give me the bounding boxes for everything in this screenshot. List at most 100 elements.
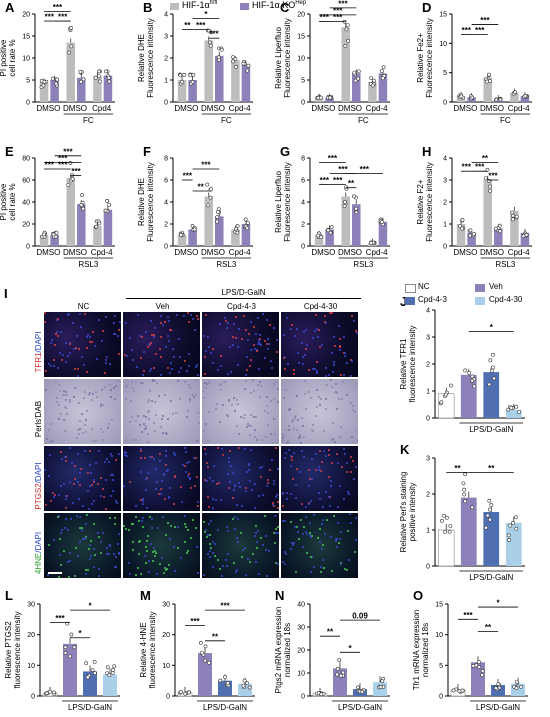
micrograph-speck	[83, 391, 86, 394]
chart-m-ylabel-1: Relative 4-HNE	[139, 622, 148, 677]
chart-l-point	[84, 661, 89, 666]
micrograph-speck	[125, 439, 128, 442]
chart-g-group-label: RSL3	[353, 260, 374, 269]
micrograph-speck	[315, 453, 317, 456]
chart-e-point	[41, 232, 46, 237]
chart-b-point	[191, 72, 196, 77]
microscopy-group-label: LPS/D-GalN	[221, 288, 266, 297]
microscopy-column-2: Cpd-4-3	[227, 302, 256, 311]
micrograph-speck	[169, 524, 172, 527]
chart-a-point	[81, 77, 86, 82]
micrograph-speck	[81, 526, 84, 529]
chart-m-point	[245, 681, 249, 686]
micrograph-speck	[287, 428, 290, 431]
micrograph-speck	[104, 386, 107, 389]
micrograph-speck	[160, 426, 163, 429]
micrograph-speck	[329, 535, 332, 538]
chart-f-point	[215, 215, 220, 219]
micrograph-speck	[68, 351, 71, 354]
micrograph-speck	[247, 332, 250, 335]
micrograph-speck	[213, 465, 216, 468]
micrograph-speck	[115, 501, 118, 504]
micrograph-speck	[129, 573, 132, 576]
micrograph-speck	[300, 341, 303, 344]
micrograph-speck	[193, 329, 196, 332]
micrograph-speck	[54, 380, 57, 383]
micrograph-speck	[143, 369, 146, 372]
micrograph-speck	[265, 534, 268, 537]
micrograph-speck	[309, 521, 312, 524]
micrograph-speck	[87, 507, 90, 510]
micrograph-speck	[99, 551, 102, 554]
micrograph-speck	[342, 381, 344, 384]
micrograph-speck	[351, 459, 354, 462]
chart-d-point	[485, 79, 489, 84]
micrograph-speck	[335, 407, 338, 410]
micrograph-speck	[159, 459, 162, 462]
micrograph-speck	[148, 417, 151, 420]
micrograph-speck	[153, 429, 156, 432]
micrograph-speck	[107, 460, 110, 463]
micrograph-speck	[64, 406, 67, 409]
micrograph-speck	[211, 552, 214, 555]
micrograph-speck	[133, 390, 136, 393]
micrograph-speck	[212, 361, 215, 364]
micrograph-speck	[319, 398, 322, 401]
chart-l-ytick-label: 0	[31, 694, 35, 701]
micrograph-speck	[180, 486, 183, 489]
panel-i-letter: I	[4, 286, 8, 301]
micrograph-speck	[138, 335, 141, 338]
micrograph-speck	[52, 365, 55, 368]
chart-e-ytick-label: 0	[26, 244, 30, 251]
micrograph-speck	[57, 384, 60, 387]
micrograph-speck	[148, 343, 151, 346]
chart-g-category-label: DMSO	[338, 248, 362, 257]
micrograph-speck	[56, 319, 59, 322]
chart-f-point	[245, 221, 250, 225]
micrograph-speck	[117, 380, 120, 383]
micrograph-speck	[233, 483, 236, 486]
chart-n-point	[335, 667, 340, 671]
micrograph-speck	[325, 367, 328, 370]
micrograph-speck	[131, 358, 134, 361]
micrograph-speck	[296, 530, 299, 533]
chart-m-sig-label: **	[212, 632, 219, 641]
chart-d-point	[523, 94, 528, 98]
micrograph-speck	[88, 341, 91, 344]
micrograph-speck	[116, 335, 119, 338]
micrograph-speck	[354, 428, 357, 431]
micrograph-speck	[105, 315, 108, 318]
legend-nc-swatch	[405, 284, 416, 293]
micrograph-speck	[141, 516, 144, 519]
microscopy-row-label-hne: 4HNE/DAPI	[34, 531, 43, 573]
chart-a-category-label: DMSO	[63, 104, 87, 113]
chart-e-bar	[50, 235, 59, 246]
chart-c-point	[352, 70, 357, 75]
micrograph-speck	[290, 327, 292, 330]
micrograph-speck	[44, 312, 46, 314]
chart-l-sig-label: ***	[55, 614, 65, 623]
micrograph-speck	[76, 374, 79, 377]
chart-l-point	[112, 664, 117, 669]
micrograph-speck	[273, 504, 276, 507]
chart-e-sig-label: ***	[58, 161, 68, 170]
micrograph-speck	[217, 559, 220, 562]
micrograph-speck	[65, 460, 68, 463]
micrograph-speck	[330, 439, 333, 442]
chart-a-point	[107, 79, 112, 84]
micrograph-speck	[189, 314, 192, 317]
micrograph-speck	[293, 541, 296, 544]
chart-o-group-label: LPS/D-GalN	[476, 703, 520, 712]
micrograph-speck	[158, 348, 161, 351]
micrograph-speck	[137, 313, 140, 316]
chart-e-bar	[39, 235, 49, 246]
micrograph-speck	[189, 399, 192, 402]
micrograph-speck	[140, 430, 143, 433]
chart-h-panel-letter: H	[422, 144, 431, 159]
micrograph-speck	[276, 387, 279, 390]
micrograph-speck	[72, 322, 75, 325]
micrograph-speck	[233, 322, 236, 325]
chart-a-group-label: FC	[83, 116, 94, 125]
micrograph-speck	[284, 519, 287, 522]
micrograph-speck	[100, 428, 103, 431]
